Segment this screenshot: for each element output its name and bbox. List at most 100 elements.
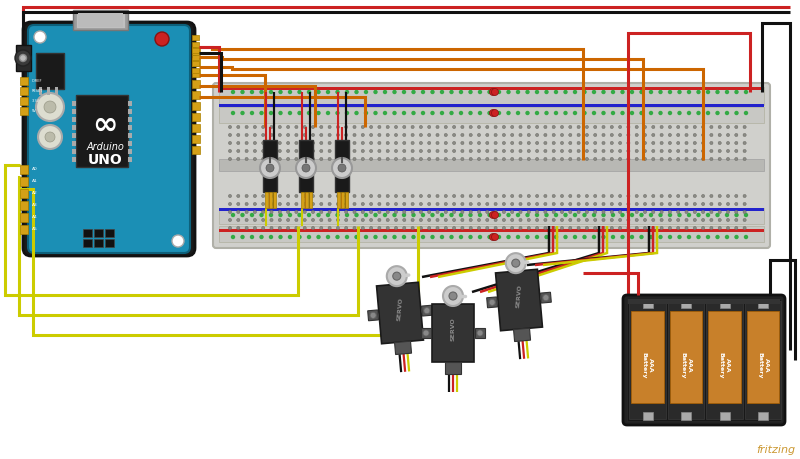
Circle shape [286,134,290,137]
Circle shape [702,195,705,198]
Circle shape [594,125,597,129]
Polygon shape [368,310,378,321]
Circle shape [494,202,498,206]
Circle shape [250,111,254,115]
Circle shape [270,125,273,129]
Circle shape [469,218,472,222]
Circle shape [743,149,746,152]
Circle shape [726,195,730,198]
Circle shape [544,213,549,217]
Circle shape [386,157,390,161]
Circle shape [428,134,431,137]
Circle shape [288,235,292,239]
Bar [309,192,311,208]
Circle shape [231,235,235,239]
Circle shape [491,212,498,218]
Circle shape [635,210,638,213]
Circle shape [237,134,240,137]
Circle shape [345,210,348,213]
Circle shape [286,226,290,230]
Circle shape [453,141,456,145]
Circle shape [378,141,381,145]
Circle shape [469,157,472,161]
Circle shape [677,202,680,206]
Circle shape [362,202,365,206]
Circle shape [478,213,482,217]
Bar [219,87,764,105]
Bar [341,192,343,208]
Circle shape [594,195,597,198]
Circle shape [635,202,638,206]
Circle shape [250,90,254,94]
Circle shape [374,111,378,115]
Circle shape [278,125,282,129]
Circle shape [602,111,606,115]
Circle shape [428,157,431,161]
Circle shape [611,111,615,115]
Circle shape [278,195,282,198]
Circle shape [668,157,671,161]
Circle shape [328,125,331,129]
Circle shape [428,218,431,222]
Bar [16,45,31,71]
Circle shape [402,125,406,129]
Circle shape [702,141,705,145]
Circle shape [506,111,510,115]
Circle shape [428,125,431,129]
Bar [128,101,132,106]
Circle shape [519,125,522,129]
Circle shape [311,134,314,137]
Polygon shape [486,297,498,308]
Circle shape [535,141,538,145]
Circle shape [510,157,514,161]
Circle shape [386,125,390,129]
Circle shape [510,218,514,222]
Circle shape [45,132,55,142]
Circle shape [577,141,580,145]
Circle shape [715,213,720,217]
Circle shape [693,157,697,161]
Circle shape [353,157,356,161]
Circle shape [743,157,746,161]
Circle shape [386,266,406,286]
Circle shape [345,235,350,239]
Circle shape [444,202,447,206]
Circle shape [668,195,671,198]
Bar [54,87,58,95]
Circle shape [677,125,680,129]
Circle shape [278,157,282,161]
Circle shape [743,210,746,213]
Circle shape [734,226,738,230]
Circle shape [620,213,625,217]
Circle shape [326,213,330,217]
Circle shape [362,134,365,137]
Circle shape [494,141,498,145]
Circle shape [560,226,563,230]
Circle shape [237,157,240,161]
Circle shape [250,213,254,217]
Circle shape [36,93,64,121]
Circle shape [594,141,597,145]
Circle shape [677,218,680,222]
Circle shape [421,111,426,115]
Circle shape [402,226,406,230]
Circle shape [586,202,589,206]
Circle shape [345,149,348,152]
Circle shape [320,218,323,222]
Circle shape [534,90,539,94]
Circle shape [594,218,597,222]
Bar [219,208,764,224]
Circle shape [678,213,682,217]
Circle shape [296,158,316,178]
Circle shape [693,149,697,152]
Circle shape [336,226,339,230]
Circle shape [362,226,365,230]
Circle shape [469,141,472,145]
Circle shape [592,111,596,115]
Circle shape [270,226,273,230]
Circle shape [294,218,298,222]
Circle shape [577,149,580,152]
Circle shape [686,213,691,217]
Circle shape [354,213,358,217]
Circle shape [554,111,558,115]
